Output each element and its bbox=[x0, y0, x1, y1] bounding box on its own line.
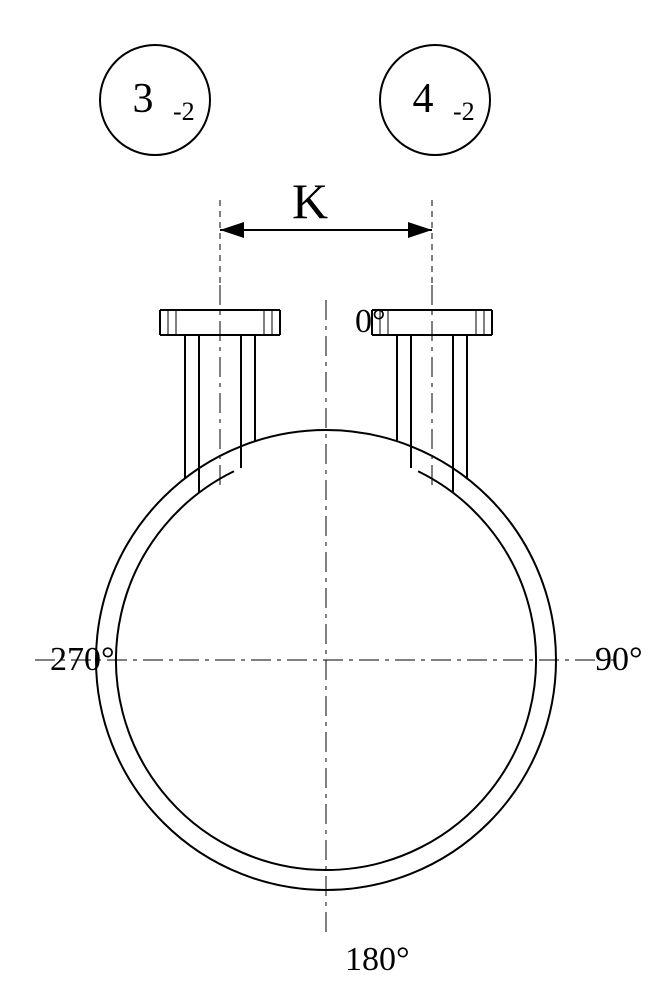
angle-label-deg90: 90° bbox=[595, 641, 643, 678]
balloon-4-2: 4 -2 bbox=[380, 45, 490, 155]
angle-label-deg180: 180° bbox=[345, 941, 410, 978]
nozzle-right bbox=[372, 285, 492, 493]
balloon-4-2-main: 4 bbox=[413, 76, 434, 122]
balloon-3-2-main: 3 bbox=[133, 76, 154, 122]
balloon-3-2-sub: -2 bbox=[173, 97, 195, 126]
dimension-k-label: K bbox=[292, 173, 328, 229]
nozzle-left bbox=[160, 285, 280, 493]
angle-label-deg270: 270° bbox=[50, 641, 115, 678]
balloon-3-2: 3 -2 bbox=[100, 45, 210, 155]
balloon-4-2-sub: -2 bbox=[453, 97, 475, 126]
